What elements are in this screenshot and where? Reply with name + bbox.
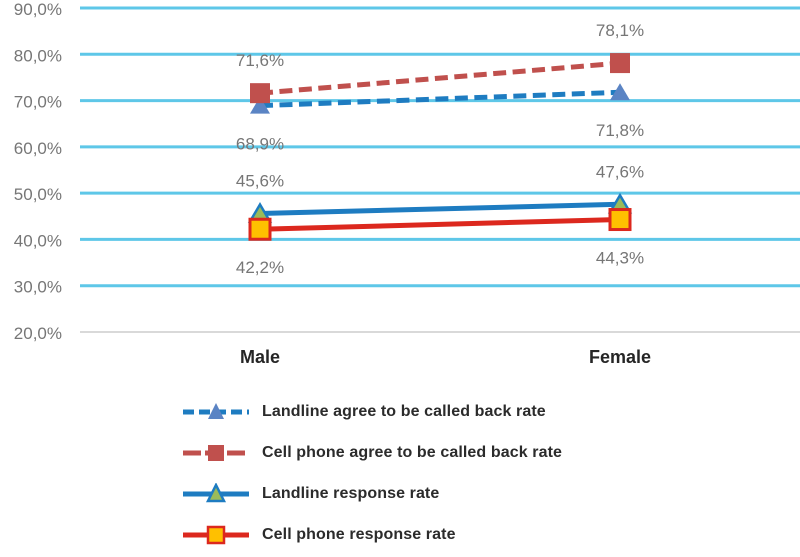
data-label: 44,3% (596, 249, 644, 268)
y-axis-tick-label: 50,0% (14, 185, 62, 204)
series-line-4 (259, 217, 621, 232)
square-marker (608, 208, 632, 232)
square-marker (250, 83, 270, 104)
legend-label: Landline agree to be called back rate (262, 402, 546, 420)
x-axis-category-label: Female (589, 347, 651, 367)
square-marker (610, 53, 630, 74)
legend-swatch-triangle (183, 402, 249, 419)
legend-item: Landline agree to be called back rate (183, 391, 800, 432)
legend-item: Cell phone response rate (183, 514, 800, 555)
data-label: 71,8% (596, 121, 644, 140)
y-axis-tick-label: 60,0% (14, 139, 62, 158)
line-chart: 90,0% 80,0% 70,0% 60,0% 50,0% 40,0% 30,0% 20,0%… (14, 0, 800, 367)
series-line-3 (259, 201, 621, 217)
y-axis-tick-label: 30,0% (14, 278, 62, 297)
legend-item: Cell phone agree to be called back rate (183, 432, 800, 473)
y-axis-tick-label: 80,0% (14, 46, 62, 65)
square-marker (248, 217, 272, 241)
y-axis-tick-label: 20,0% (14, 324, 62, 343)
legend-swatch-square (183, 444, 249, 461)
x-axis-category-label: Male (240, 347, 280, 367)
legend-swatch-triangle (183, 482, 249, 502)
y-axis-tick-label: 90,0% (14, 0, 62, 19)
data-label: 71,6% (236, 51, 284, 70)
chart-legend: Landline agree to be called back rate Cel… (183, 391, 800, 555)
data-label: 42,2% (236, 258, 284, 277)
y-axis-tick-label: 40,0% (14, 231, 62, 250)
triangle-marker-icon (205, 482, 227, 502)
legend-label: Landline response rate (262, 484, 440, 502)
triangle-marker (610, 83, 630, 101)
triangle-marker-icon (208, 402, 224, 419)
data-label: 45,6% (236, 172, 284, 191)
legend-label: Cell phone response rate (262, 525, 456, 543)
series-line-2 (259, 60, 621, 96)
square-marker-icon (206, 525, 226, 544)
legend-label: Cell phone agree to be called back rate (262, 443, 563, 461)
series-line-1 (259, 89, 621, 109)
data-label: 68,9% (236, 135, 284, 154)
triangle-marker (250, 96, 270, 114)
data-label: 47,6% (596, 162, 644, 181)
square-marker-icon (208, 444, 224, 461)
legend-item: Landline response rate (183, 473, 800, 514)
data-label: 78,1% (596, 21, 644, 40)
y-axis-tick-label: 70,0% (14, 93, 62, 112)
legend-swatch-square (183, 525, 249, 544)
